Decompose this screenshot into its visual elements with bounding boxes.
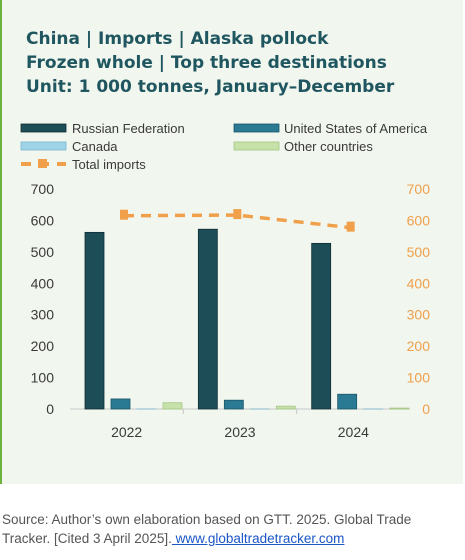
y-tick-label-left: 500 — [31, 244, 55, 260]
y-tick-label-right: 100 — [407, 370, 431, 386]
y-tick-label-right: 200 — [407, 338, 431, 354]
bar — [389, 407, 410, 410]
legend-swatch-united-states — [233, 123, 280, 133]
legend-label-other-countries: Other countries — [284, 139, 373, 154]
y-tick-label-left: 600 — [31, 212, 55, 228]
legend-swatch-canada — [20, 141, 67, 151]
bar — [84, 231, 105, 410]
total-imports-line — [123, 213, 351, 230]
x-tick-label: 2024 — [338, 424, 369, 440]
legend-label-united-states: United States of America — [284, 121, 428, 136]
chart-title-line-1: China | Imports | Alaska pollock — [26, 29, 329, 49]
x-tick-label: 2023 — [224, 424, 255, 440]
chart-title-line-3: Unit: 1 000 tonnes, January–December — [26, 77, 395, 97]
legend: Russian Federation United States of Amer… — [20, 121, 428, 172]
total-imports-point — [233, 209, 242, 220]
legend-marker-total-imports — [38, 159, 47, 168]
y-tick-label-left: 0 — [46, 401, 54, 417]
legend-swatch-other-countries — [233, 141, 280, 151]
y-tick-label-right: 300 — [407, 307, 431, 323]
total-imports-point — [346, 221, 355, 232]
y-tick-label-right: 600 — [407, 212, 431, 228]
bar — [223, 399, 244, 410]
total-imports-point — [120, 209, 128, 220]
y-tick-label-left: 700 — [31, 181, 55, 197]
bar — [162, 402, 183, 410]
legend-swatch-russian-federation — [20, 123, 67, 133]
source-link[interactable]: www.globaltradetracker.com — [171, 531, 345, 546]
x-tick-label: 2022 — [111, 424, 142, 440]
y-tick-label-left: 300 — [31, 307, 55, 323]
bar — [311, 242, 332, 410]
chart-title-line-2: Frozen whole | Top three destinations — [26, 53, 387, 73]
y-tick-label-right: 400 — [407, 275, 431, 291]
bar — [197, 228, 218, 410]
y-tick-label-left: 200 — [31, 338, 55, 354]
source-text: Source: Author’s own elaboration based o… — [2, 512, 412, 546]
y-tick-label-left: 100 — [31, 370, 55, 386]
chart-card: China | Imports | Alaska pollock Frozen … — [0, 0, 463, 484]
bar — [110, 398, 131, 410]
y-tick-label-left: 400 — [31, 275, 55, 291]
legend-label-canada: Canada — [72, 139, 118, 154]
plot-area: 0 0 100 100 200 200 300 300 400 400 500 500 600 600 70… — [31, 181, 431, 440]
y-tick-label-right: 500 — [407, 244, 431, 260]
y-tick-label-right: 0 — [422, 401, 430, 417]
chart: China | Imports | Alaska pollock Frozen … — [20, 29, 431, 440]
source-note: Source: Author’s own elaboration based o… — [2, 510, 462, 548]
legend-label-total-imports: Total imports — [72, 157, 146, 172]
y-tick-label-right: 700 — [407, 181, 431, 197]
bar — [275, 405, 296, 410]
legend-label-russian-federation: Russian Federation — [72, 121, 185, 136]
bar — [337, 393, 358, 410]
